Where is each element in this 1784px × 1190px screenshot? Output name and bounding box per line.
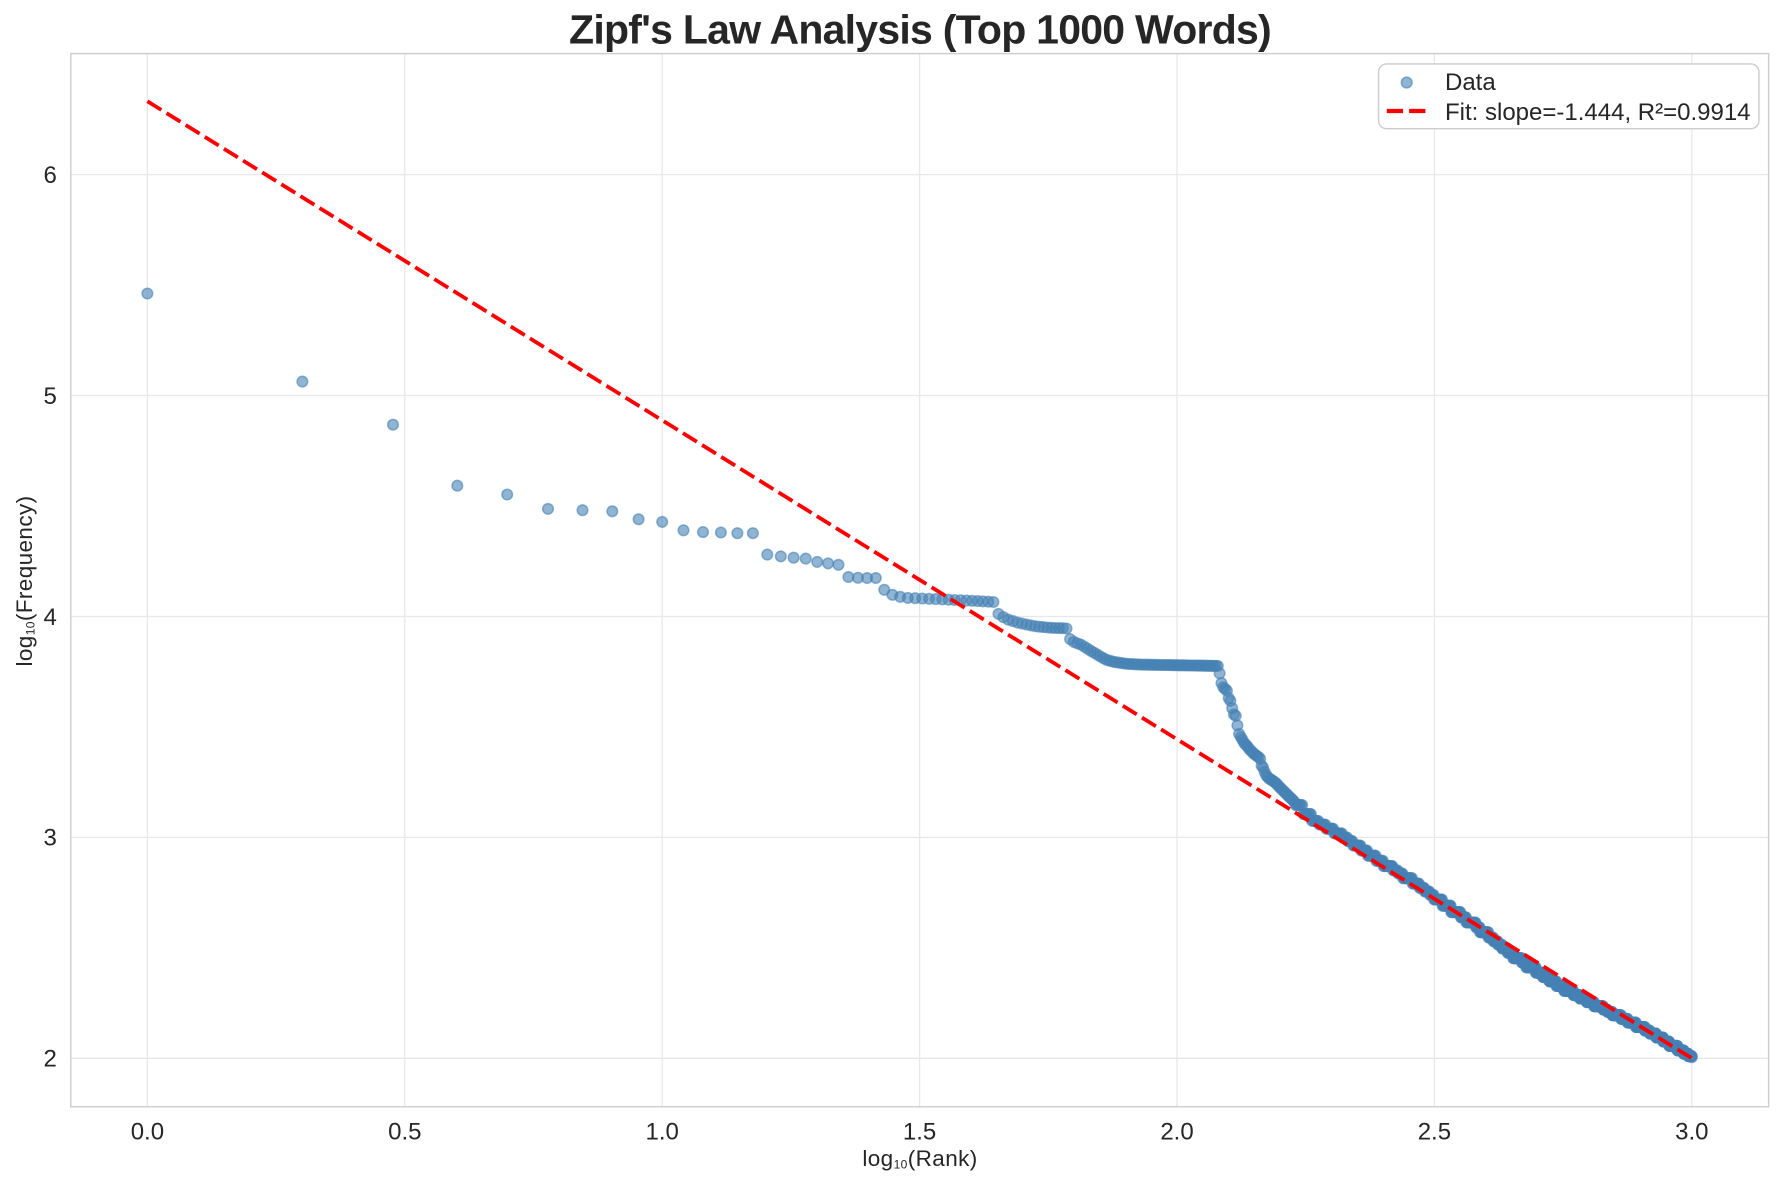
svg-text:Data: Data [1445, 69, 1496, 96]
svg-text:0.5: 0.5 [388, 1119, 421, 1146]
svg-text:2.0: 2.0 [1160, 1119, 1193, 1146]
svg-text:0.0: 0.0 [131, 1119, 164, 1146]
svg-text:1.5: 1.5 [903, 1119, 936, 1146]
svg-text:4: 4 [43, 604, 56, 631]
svg-text:3.0: 3.0 [1675, 1119, 1708, 1146]
svg-text:log10(Rank): log10(Rank) [862, 1146, 977, 1172]
svg-text:6: 6 [43, 162, 56, 189]
svg-text:2: 2 [43, 1046, 56, 1073]
svg-text:2.5: 2.5 [1418, 1119, 1451, 1146]
svg-text:1.0: 1.0 [646, 1119, 679, 1146]
svg-text:Zipf's Law Analysis (Top 1000: Zipf's Law Analysis (Top 1000 Words) [569, 6, 1271, 52]
svg-text:3: 3 [43, 825, 56, 852]
svg-text:log10(Frequency): log10(Frequency) [12, 495, 38, 666]
svg-text:Fit: slope=-1.444, R²=0.9914: Fit: slope=-1.444, R²=0.9914 [1445, 99, 1751, 126]
svg-text:5: 5 [43, 383, 56, 410]
